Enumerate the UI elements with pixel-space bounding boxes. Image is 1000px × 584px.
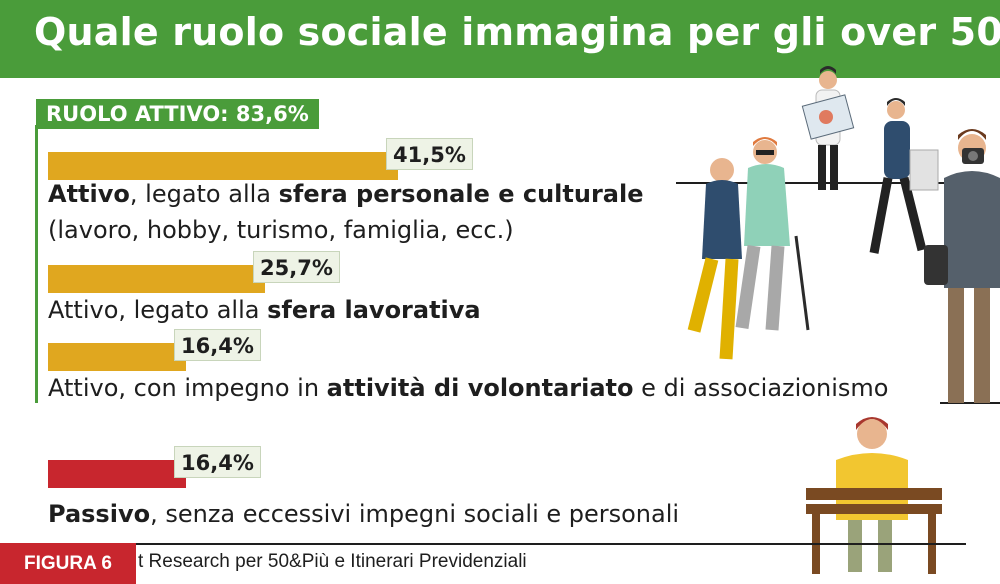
bar-attivo-volontariato	[48, 343, 186, 371]
category-sublabel-attivo-personale: (lavoro, hobby, turismo, famiglia, ecc.)	[48, 216, 514, 244]
bar-passivo	[48, 460, 186, 488]
photographer-icon	[924, 129, 1000, 403]
active-group-bracket	[35, 125, 38, 403]
category-label-attivo-personale: Attivo, legato alla sfera personale e cu…	[48, 180, 644, 208]
bar-value-label: 16,4%	[174, 446, 261, 478]
active-role-badge: RUOLO ATTIVO: 83,6%	[36, 99, 319, 129]
walking-man-icon	[869, 98, 939, 254]
woman-with-painting-icon	[801, 66, 855, 190]
bar-value-label: 25,7%	[253, 251, 340, 283]
bar-attivo-lavorativa	[48, 265, 265, 293]
bar-attivo-personale	[48, 152, 398, 180]
bar-value-label: 16,4%	[174, 329, 261, 361]
figure-label: FIGURA 6	[0, 543, 136, 584]
category-label-attivo-volontariato: Attivo, con impegno in attività di volon…	[48, 374, 889, 402]
footer-divider	[136, 543, 966, 545]
header-banner: Quale ruolo sociale immagina per gli ove…	[0, 0, 1000, 78]
page-title: Quale ruolo sociale immagina per gli ove…	[34, 10, 1000, 54]
source-credit: t Research per 50&Più e Itinerari Previd…	[138, 551, 527, 572]
bar-value-label: 41,5%	[386, 138, 473, 170]
category-label-attivo-lavorativa: Attivo, legato alla sfera lavorativa	[48, 296, 481, 324]
woman-on-bench-icon	[806, 417, 942, 574]
category-label-passivo: Passivo, senza eccessivi impegni sociali…	[48, 500, 680, 528]
elderly-couple-icon	[687, 137, 810, 360]
